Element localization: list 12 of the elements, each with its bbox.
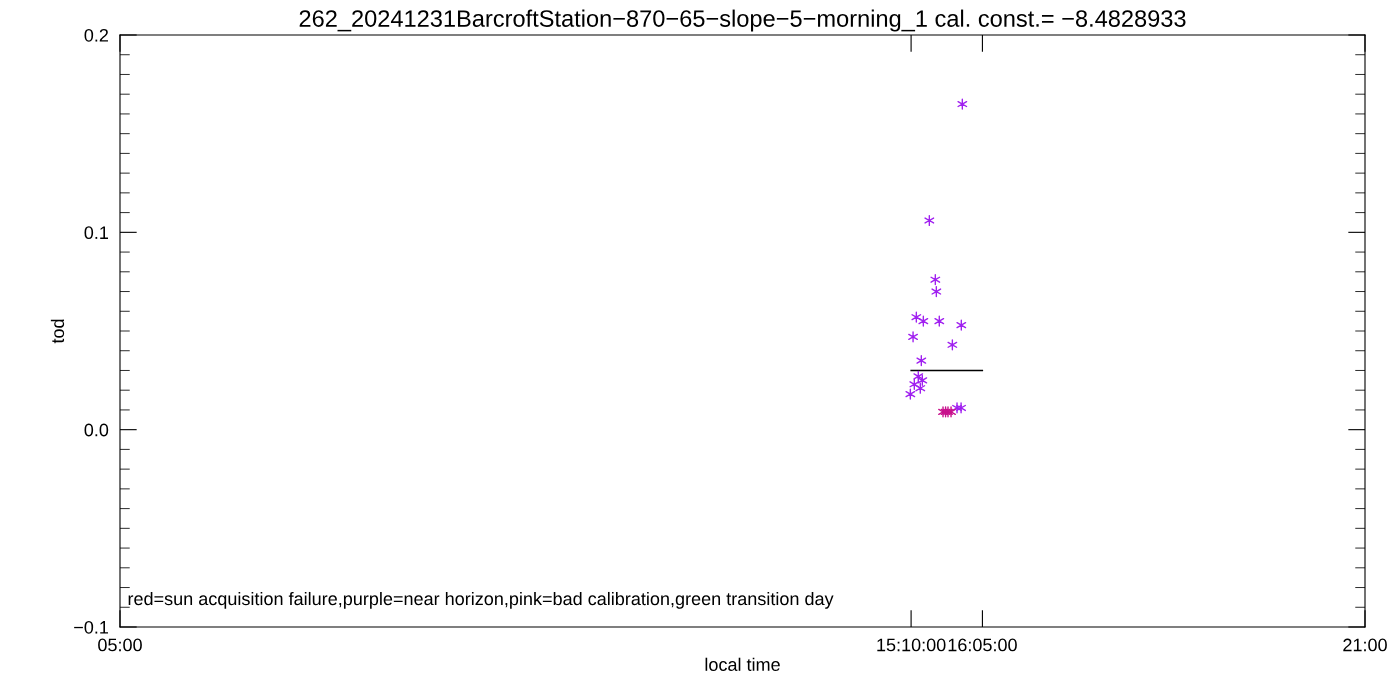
y-tick-label: 0.0: [84, 423, 109, 437]
y-axis-title: tod: [50, 319, 65, 344]
x-tick-label: 16:05:00: [948, 638, 1017, 652]
y-tick-label: 0.2: [84, 28, 108, 42]
y-tick-label: 0.1: [84, 226, 109, 240]
x-tick-label: 15:10:00: [877, 638, 946, 652]
x-tick-label: 21:00: [1343, 638, 1387, 652]
x-axis-title: local time: [705, 657, 780, 671]
x-tick-label: 05:00: [98, 638, 142, 652]
y-tick-label: −0.1: [74, 620, 109, 634]
chart-title: 262_20241231BarcroftStation−870−65−slope−5−morning_1 cal. const.= −8.4828933: [299, 9, 1186, 32]
annotation: red=sun acquisition failure,purple=near horizon,pink=bad calibration,green transition day: [128, 591, 834, 609]
